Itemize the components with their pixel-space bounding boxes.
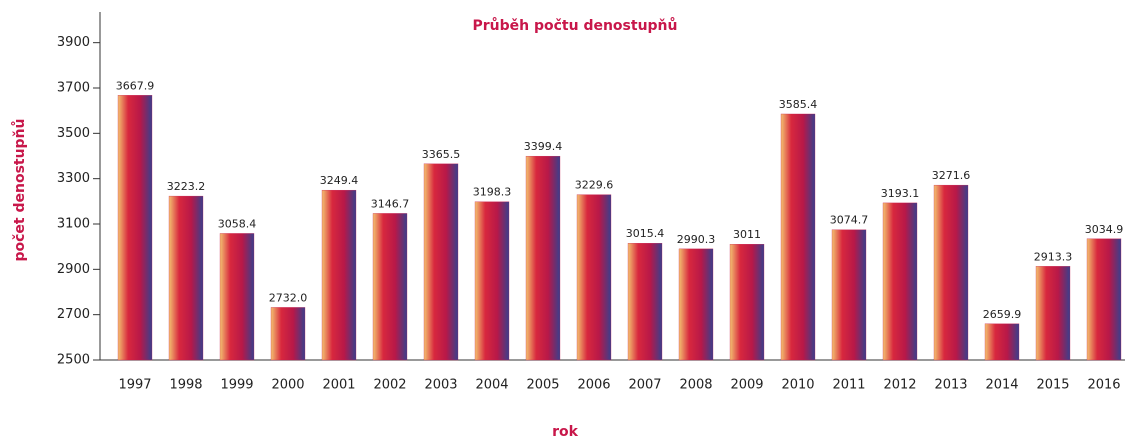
y-tick-label: 3900: [57, 35, 90, 50]
x-tick-label: 2004: [475, 378, 508, 393]
bar: [576, 194, 612, 361]
y-tick-label: 3100: [57, 217, 90, 232]
bar: [984, 323, 1020, 361]
value-label: 3271.6: [932, 169, 971, 182]
y-tick-label: 3700: [57, 81, 90, 96]
bar: [219, 233, 255, 361]
y-axis-label: počet denostupňů: [11, 118, 28, 261]
y-tick-label: 2900: [57, 262, 90, 277]
value-label: 2913.3: [1034, 250, 1073, 263]
y-tick-label: 2700: [57, 307, 90, 322]
value-label: 3667.9: [116, 79, 155, 92]
bar: [423, 163, 459, 361]
bar: [372, 213, 408, 361]
value-label: 3015.4: [626, 227, 665, 240]
x-tick-label: 2002: [373, 378, 406, 393]
value-label: 2990.3: [677, 233, 716, 246]
x-tick-label: 2013: [934, 378, 967, 393]
value-label: 3146.7: [371, 197, 410, 210]
bar: [1086, 238, 1122, 361]
bar: [525, 155, 561, 361]
x-tick-label: 1997: [118, 378, 151, 393]
value-label: 2732.0: [269, 291, 308, 304]
bar: [627, 243, 663, 361]
value-label: 3011: [733, 228, 761, 241]
bar: [168, 195, 204, 361]
bar: [1035, 266, 1071, 361]
x-tick-label: 1999: [220, 378, 253, 393]
bar: [780, 113, 816, 361]
chart-title: Průběh počtu denostupňů: [472, 17, 677, 34]
x-tick-label: 2011: [832, 378, 865, 393]
bar: [831, 229, 867, 361]
x-tick-label: 2009: [730, 378, 763, 393]
value-label: 3193.1: [881, 187, 920, 200]
y-tick-label: 3300: [57, 171, 90, 186]
y-tick-label: 3500: [57, 126, 90, 141]
x-tick-label: 2016: [1087, 378, 1120, 393]
value-label: 3074.7: [830, 214, 869, 227]
x-tick-label: 2005: [526, 378, 559, 393]
x-tick-label: 2006: [577, 378, 610, 393]
x-axis-label: rok: [552, 424, 579, 440]
bar: [729, 244, 765, 361]
bar: [882, 202, 918, 361]
x-tick-label: 2012: [883, 378, 916, 393]
bar: [933, 184, 969, 361]
value-label: 2659.9: [983, 308, 1022, 321]
value-label: 3365.5: [422, 148, 461, 161]
value-label: 3223.2: [167, 180, 206, 193]
value-label: 3399.4: [524, 140, 563, 153]
x-tick-label: 2003: [424, 378, 457, 393]
bar: [117, 95, 153, 361]
value-label: 3229.6: [575, 179, 614, 192]
x-tick-label: 2015: [1036, 378, 1069, 393]
x-tick-label: 2007: [628, 378, 661, 393]
bar: [474, 201, 510, 361]
bar: [321, 189, 357, 361]
value-label: 3585.4: [779, 98, 818, 111]
bar: [678, 248, 714, 361]
value-label: 3034.9: [1085, 223, 1124, 236]
x-tick-label: 1998: [169, 378, 202, 393]
x-tick-label: 2010: [781, 378, 814, 393]
x-tick-label: 2001: [322, 378, 355, 393]
bar: [270, 307, 306, 361]
value-label: 3198.3: [473, 186, 512, 199]
x-tick-label: 2000: [271, 378, 304, 393]
value-label: 3249.4: [320, 174, 359, 187]
x-tick-label: 2008: [679, 378, 712, 393]
y-tick-label: 2500: [57, 353, 90, 368]
value-label: 3058.4: [218, 217, 257, 230]
x-tick-label: 2014: [985, 378, 1018, 393]
